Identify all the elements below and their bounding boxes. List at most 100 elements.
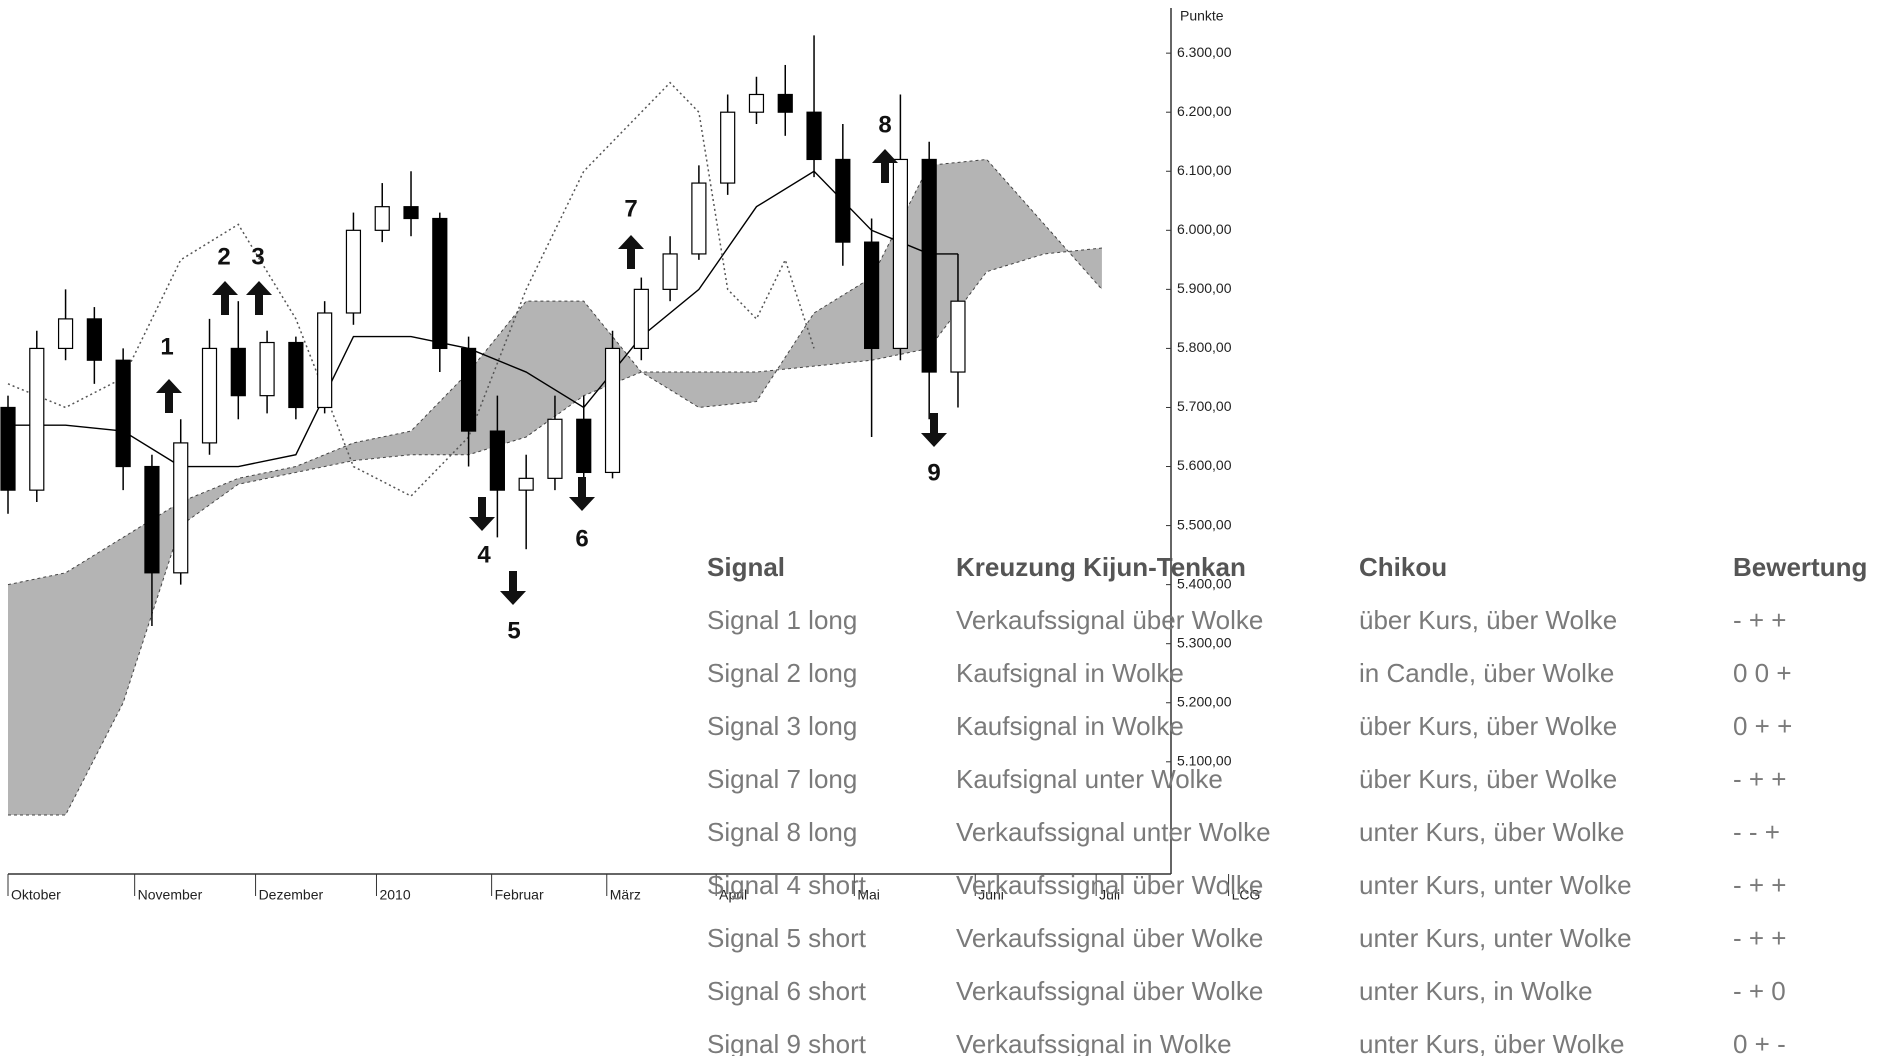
candle-body xyxy=(864,241,880,350)
table-cell: 0 + + xyxy=(1733,711,1792,741)
table-cell: Verkaufssignal in Wolke xyxy=(956,1029,1232,1056)
table-cell: unter Kurs, über Wolke xyxy=(1359,817,1624,847)
table-cell: Signal 7 long xyxy=(707,764,857,794)
table-cell: Verkaufssignal über Wolke xyxy=(956,605,1263,635)
candle-body xyxy=(345,229,362,314)
candle-body xyxy=(374,206,390,231)
table-cell: unter Kurs, unter Wolke xyxy=(1359,870,1632,900)
table-cell: Verkaufssignal über Wolke xyxy=(956,976,1263,1006)
candle-body xyxy=(662,253,678,290)
candle-body xyxy=(173,442,189,574)
y-tick-label: 5.500,00 xyxy=(1177,516,1232,532)
candle-body xyxy=(403,206,419,220)
table-cell: - + + xyxy=(1733,870,1786,900)
candle-body xyxy=(547,418,563,479)
y-tick-label: 6.200,00 xyxy=(1177,103,1232,119)
table-cell: 0 0 + xyxy=(1733,658,1792,688)
candle-body xyxy=(633,288,649,350)
candle-body xyxy=(518,477,534,491)
table-cell: Verkaufssignal über Wolke xyxy=(956,870,1263,900)
candle-body xyxy=(691,182,707,255)
table-cell: Verkaufssignal über Wolke xyxy=(956,923,1263,953)
y-tick-label: 5.100,00 xyxy=(1177,753,1232,769)
table-cell: über Kurs, über Wolke xyxy=(1359,764,1617,794)
candle-body xyxy=(892,158,909,350)
table-cell: Kaufsignal unter Wolke xyxy=(956,764,1223,794)
x-tick-label: 2010 xyxy=(379,887,410,903)
cloud xyxy=(8,159,1102,815)
x-tick-label: Juli xyxy=(1099,887,1120,903)
table-cell: in Candle, über Wolke xyxy=(1359,658,1614,688)
y-tick-label: 5.200,00 xyxy=(1177,693,1232,709)
y-tick-label: 5.700,00 xyxy=(1177,398,1232,414)
candle-body xyxy=(259,341,275,397)
y-tick-label: 5.800,00 xyxy=(1177,339,1232,355)
indicator-line xyxy=(7,81,815,497)
candle-body xyxy=(921,158,937,373)
table-cell: unter Kurs, über Wolke xyxy=(1359,1029,1624,1056)
x-tick-label: Juni xyxy=(978,887,1004,903)
candle-body xyxy=(0,406,16,491)
y-tick-label: 6.000,00 xyxy=(1177,221,1232,237)
table-cell: über Kurs, über Wolke xyxy=(1359,711,1617,741)
signal-arrow xyxy=(921,413,947,447)
table-cell: Kaufsignal in Wolke xyxy=(956,711,1184,741)
signal-label: 7 xyxy=(624,195,637,222)
y-axis-label: Punkte xyxy=(1180,8,1224,24)
table-cell: - - + xyxy=(1733,817,1780,847)
table-cell: - + + xyxy=(1733,605,1786,635)
y-tick-label: 5.900,00 xyxy=(1177,280,1232,296)
signal-label: 6 xyxy=(575,525,588,552)
signal-label: 9 xyxy=(927,459,940,486)
cloud-edge xyxy=(7,158,1103,586)
table-cell: über Kurs, über Wolke xyxy=(1359,605,1617,635)
table-cell: Signal 3 long xyxy=(707,711,857,741)
x-tick-label: März xyxy=(610,887,641,903)
table-header: Bewertung xyxy=(1733,552,1867,582)
candle-body xyxy=(201,347,218,444)
candle-body xyxy=(230,347,246,397)
table-cell: Signal 2 long xyxy=(707,658,857,688)
candle-body xyxy=(288,341,304,409)
candle-body xyxy=(86,318,102,361)
x-tick-label: LCG xyxy=(1232,887,1261,903)
x-tick-label: Oktober xyxy=(11,887,61,903)
candle-body xyxy=(576,418,592,474)
candle-body xyxy=(489,430,505,491)
table-header: Chikou xyxy=(1359,552,1447,582)
signal-label: 3 xyxy=(251,243,264,270)
table-cell: Kaufsignal in Wolke xyxy=(956,658,1184,688)
indicator-line xyxy=(8,170,958,468)
signal-label: 8 xyxy=(878,111,891,138)
table-cell: Signal 4 short xyxy=(707,870,867,900)
table-cell: Signal 6 short xyxy=(707,976,867,1006)
candle-body xyxy=(144,465,160,574)
table-cell: - + 0 xyxy=(1733,976,1786,1006)
candle-body xyxy=(115,359,131,468)
candle-body xyxy=(950,300,966,373)
table-cell: - + + xyxy=(1733,923,1786,953)
candle-body xyxy=(57,318,74,350)
table-cell: Verkaufssignal unter Wolke xyxy=(956,817,1271,847)
candle-body xyxy=(777,93,793,113)
candle-body xyxy=(720,111,736,184)
table-header: Signal xyxy=(707,552,785,582)
candle-body xyxy=(604,347,621,474)
candle-body xyxy=(432,217,448,350)
x-tick-label: April xyxy=(719,887,747,903)
table-cell: unter Kurs, in Wolke xyxy=(1359,976,1593,1006)
y-tick-label: 6.100,00 xyxy=(1177,162,1232,178)
candle-body xyxy=(806,111,822,161)
x-tick-label: Dezember xyxy=(259,887,324,903)
y-tick-label: 5.600,00 xyxy=(1177,457,1232,473)
x-tick-label: Mai xyxy=(857,887,880,903)
table-cell: Signal 1 long xyxy=(707,605,857,635)
y-tick-label: 5.400,00 xyxy=(1177,575,1232,591)
table-cell: Signal 9 short xyxy=(707,1029,867,1056)
table-cell: Signal 5 short xyxy=(707,923,867,953)
candle-body xyxy=(748,93,765,113)
x-tick-label: Februar xyxy=(495,887,544,903)
x-tick-label: November xyxy=(138,887,203,903)
signal-arrow xyxy=(500,571,526,605)
